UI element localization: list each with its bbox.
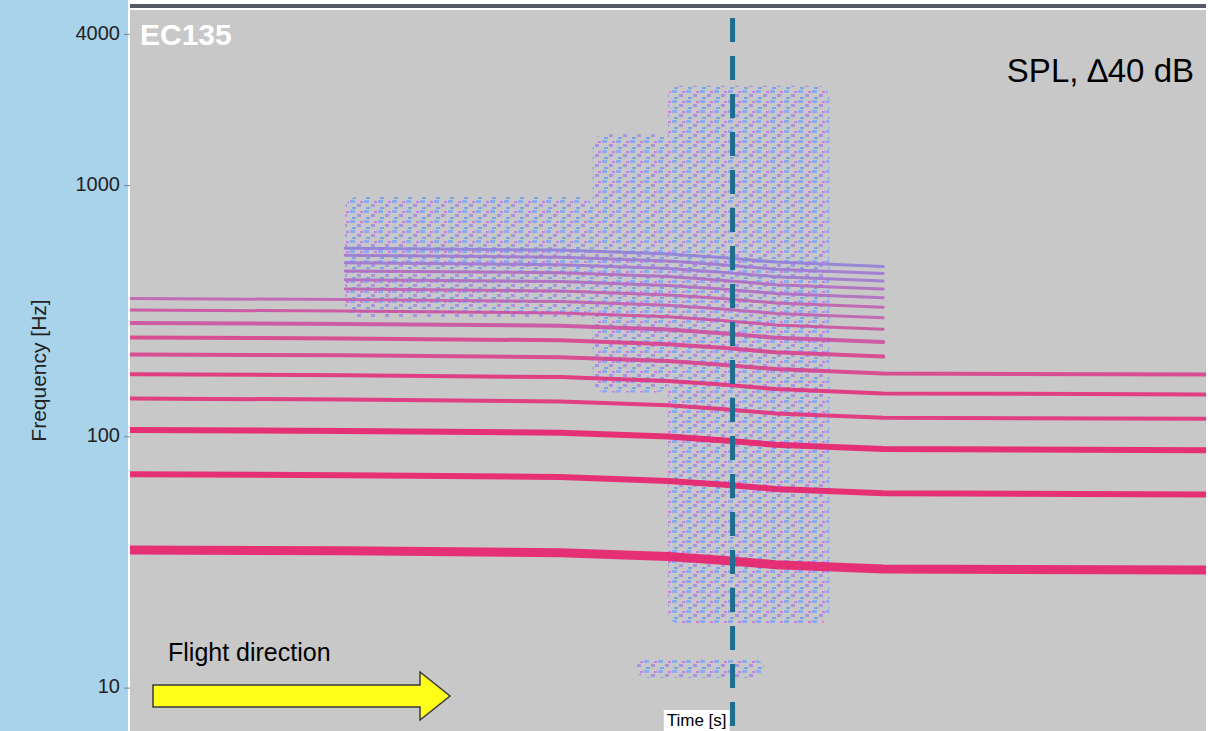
flight-arrow xyxy=(153,672,450,720)
x-axis-title: Time [s] xyxy=(667,711,727,730)
y-axis-title: Frequency [Hz] xyxy=(27,299,50,441)
harmonic-line xyxy=(345,271,883,289)
harmonic-line xyxy=(345,280,883,298)
harmonic-line xyxy=(130,399,1206,419)
overhead-line xyxy=(730,18,735,731)
y-tick-label: 100 xyxy=(87,424,120,446)
broadband-noise xyxy=(636,659,765,677)
broadband-noise xyxy=(593,134,668,392)
annotation: Flight direction xyxy=(168,638,331,666)
harmonic-line xyxy=(130,430,1206,450)
y-tick-label: 1000 xyxy=(76,173,121,195)
harmonic-line xyxy=(345,289,883,307)
top-margin xyxy=(130,0,1206,4)
title: EC135 xyxy=(140,18,232,51)
chart: 10 100 1000 4000 Frequency [Hz] EC135 SPL, ∆40… xyxy=(0,0,1208,731)
harmonic-line xyxy=(345,263,883,281)
harmonic-line xyxy=(345,248,883,266)
x-axis-title-background xyxy=(664,710,730,731)
annotation: SPL, ∆40 dB xyxy=(1007,52,1194,89)
harmonic-line xyxy=(130,354,1206,374)
y-tick xyxy=(124,688,130,689)
y-tick-label: 4000 xyxy=(76,22,121,44)
y-tick xyxy=(124,185,130,186)
harmonic-line xyxy=(130,550,1206,570)
harmonic-line xyxy=(130,374,1206,394)
plot-area xyxy=(130,86,1206,678)
harmonic-line xyxy=(130,338,883,357)
harmonic-line xyxy=(130,474,1206,494)
y-tick xyxy=(124,436,130,437)
y-tick xyxy=(124,34,130,35)
plot-background xyxy=(130,10,1206,731)
axis-panel xyxy=(0,0,128,731)
y-tick-label: 10 xyxy=(98,675,120,697)
top-border xyxy=(130,4,1206,8)
